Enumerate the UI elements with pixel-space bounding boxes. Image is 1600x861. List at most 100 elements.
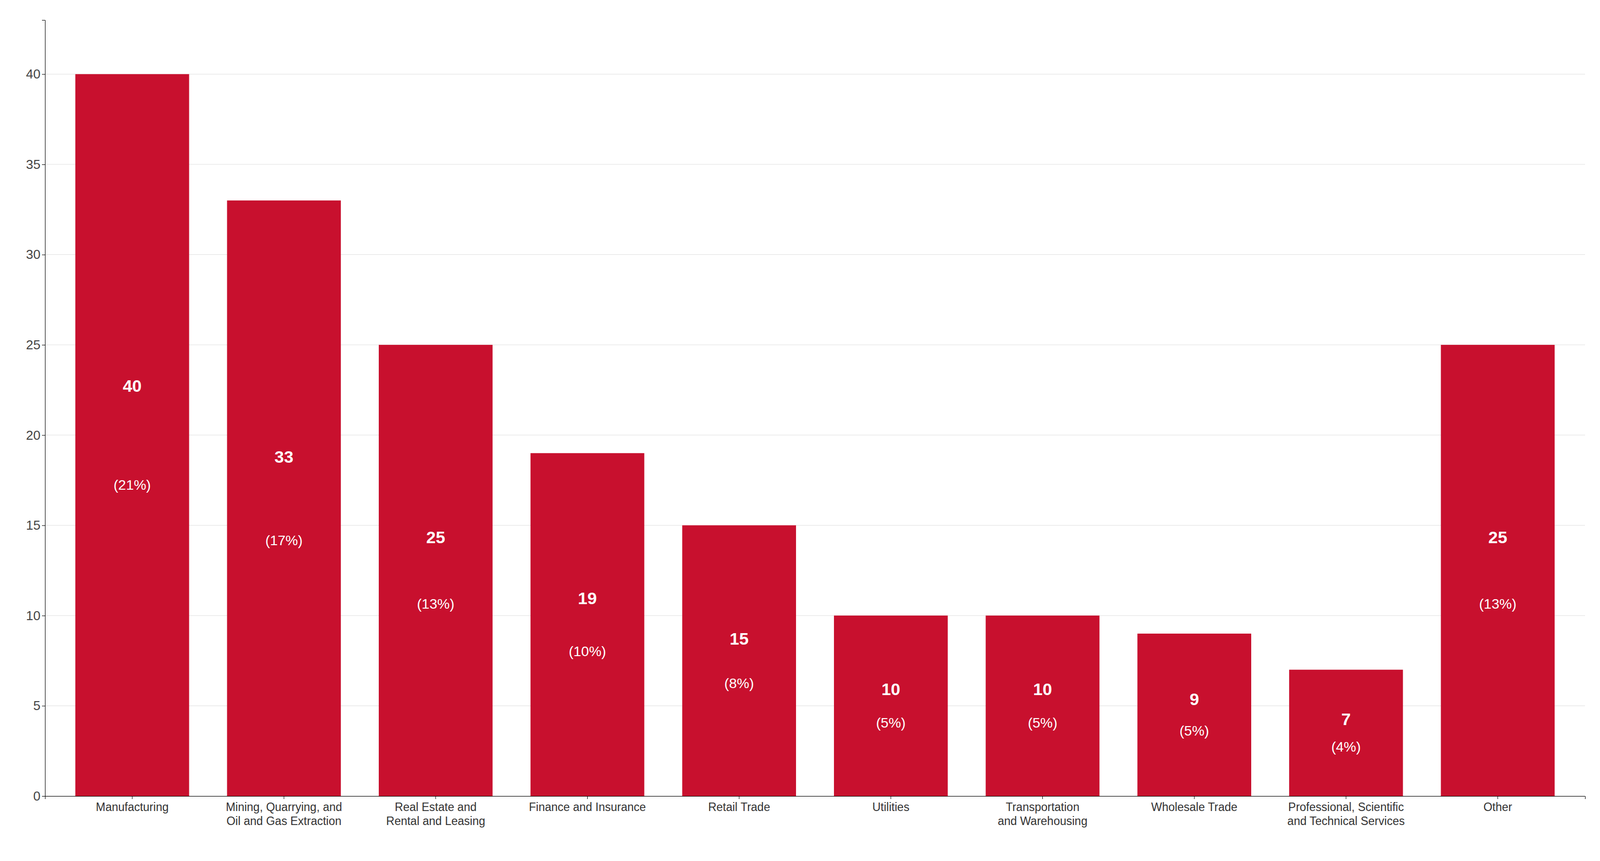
bar xyxy=(1441,344,1556,797)
y-tick-mark xyxy=(41,254,45,256)
percentage-label: (8%) xyxy=(724,675,755,692)
x-tick: Transportationand Warehousing xyxy=(997,796,1088,828)
y-tick: 5 xyxy=(33,698,45,714)
percentage-label: (5%) xyxy=(875,715,906,731)
grid-line xyxy=(44,73,1586,75)
value-label: 7 xyxy=(1341,709,1351,729)
y-tick-label: 25 xyxy=(25,337,41,353)
x-tick-label-line: and Technical Services xyxy=(1287,814,1405,828)
x-tick-label: Other xyxy=(1483,800,1513,814)
x-tick: Utilities xyxy=(872,796,910,814)
x-tick-label-line: Other xyxy=(1483,800,1513,814)
x-tick-label-line: Oil and Gas Extraction xyxy=(226,814,342,828)
y-tick-mark xyxy=(41,344,45,346)
chart: 0 5 10 15 20 25 30 35 40 Manufacturing Mining, Qua… xyxy=(0,0,1600,861)
x-tick-label-line: Real Estate and xyxy=(394,800,477,814)
value-label: 25 xyxy=(426,527,446,547)
x-tick-mark xyxy=(1345,796,1347,800)
x-tick-mark xyxy=(1042,796,1043,800)
x-tick-label: Utilities xyxy=(872,800,910,814)
y-tick: 30 xyxy=(25,246,45,262)
percentage-label: (5%) xyxy=(1027,715,1058,731)
x-tick-label: Transportationand Warehousing xyxy=(997,800,1088,828)
x-tick: Wholesale Trade xyxy=(1151,796,1238,814)
value-label: 10 xyxy=(881,679,901,699)
percentage-label: (21%) xyxy=(113,477,151,493)
x-tick: Other xyxy=(1483,796,1513,814)
x-tick: Mining, Quarrying, andOil and Gas Extrac… xyxy=(225,796,343,828)
y-tick-label: 35 xyxy=(25,156,41,172)
x-tick: Real Estate andRental and Leasing xyxy=(386,796,486,828)
y-tick-label: 0 xyxy=(33,788,41,804)
x-tick-label-line: Manufacturing xyxy=(95,800,169,814)
x-tick-label: Manufacturing xyxy=(95,800,169,814)
x-tick-label-line: Finance and Insurance xyxy=(529,800,647,814)
bar xyxy=(378,344,493,797)
y-tick-mark xyxy=(41,73,45,75)
y-tick-mark xyxy=(41,796,45,797)
x-tick: Manufacturing xyxy=(95,796,169,814)
bars xyxy=(75,73,1556,797)
percentage-label: (13%) xyxy=(417,596,455,612)
y-tick-label: 5 xyxy=(33,698,41,714)
x-tick-mark xyxy=(1497,796,1499,800)
bar xyxy=(226,200,341,797)
x-tick-mark xyxy=(587,796,588,800)
value-label: 9 xyxy=(1189,689,1200,709)
x-tick-mark xyxy=(283,796,285,800)
percentage-label: (10%) xyxy=(568,643,607,660)
value-label: 33 xyxy=(274,447,294,467)
y-tick-label: 30 xyxy=(25,246,41,262)
percentage-label: (13%) xyxy=(1479,596,1517,612)
x-tick-label-line: Rental and Leasing xyxy=(386,814,486,828)
data-labels: 40 (21%) 33 (17%) 25 (13%) 19 (10%) 15 (8%) 10 (5%)… xyxy=(113,376,1517,755)
x-tick-label: Real Estate andRental and Leasing xyxy=(386,800,486,828)
bar xyxy=(75,73,190,797)
x-axis: Manufacturing Mining, Quarrying, andOil a… xyxy=(45,796,1586,828)
bar xyxy=(682,525,797,797)
y-tick-label: 40 xyxy=(25,66,41,82)
x-tick-mark xyxy=(739,796,740,800)
x-tick-label-line: Mining, Quarrying, and xyxy=(225,800,343,814)
x-axis-line xyxy=(45,796,1586,800)
grid xyxy=(44,73,1586,797)
y-tick-label: 15 xyxy=(25,517,41,533)
percentage-label: (5%) xyxy=(1179,723,1210,739)
y-tick: 20 xyxy=(25,427,45,443)
bar xyxy=(985,615,1100,797)
y-axis: 0 5 10 15 20 25 30 35 40 xyxy=(25,20,45,804)
x-tick: Finance and Insurance xyxy=(529,796,647,814)
x-tick-label: Finance and Insurance xyxy=(529,800,647,814)
value-label: 40 xyxy=(122,376,142,396)
y-tick-label: 10 xyxy=(25,608,41,624)
value-label: 25 xyxy=(1488,527,1508,547)
value-label: 15 xyxy=(729,629,749,649)
y-tick: 10 xyxy=(25,608,45,624)
y-tick: 40 xyxy=(25,66,45,82)
x-tick-label-line: Transportation xyxy=(1005,800,1080,814)
y-tick-label: 20 xyxy=(25,427,41,443)
x-tick-label: Mining, Quarrying, andOil and Gas Extrac… xyxy=(225,800,343,828)
x-tick-label-line: Professional, Scientific xyxy=(1288,800,1404,814)
bar xyxy=(530,453,645,797)
x-tick-label-line: Utilities xyxy=(872,800,910,814)
bar xyxy=(833,615,948,797)
y-tick-mark xyxy=(41,705,45,707)
x-tick-label: Professional, Scientificand Technical Se… xyxy=(1287,800,1405,828)
grid-line xyxy=(44,163,1586,165)
x-tick-mark xyxy=(890,796,891,800)
y-tick-mark xyxy=(41,435,45,436)
x-tick: Retail Trade xyxy=(708,796,771,814)
x-tick-mark xyxy=(435,796,436,800)
percentage-label: (17%) xyxy=(265,532,303,549)
x-tick: Professional, Scientificand Technical Se… xyxy=(1287,796,1405,828)
x-tick-mark xyxy=(131,796,133,800)
y-tick-mark xyxy=(41,615,45,617)
x-tick-label-line: Wholesale Trade xyxy=(1151,800,1238,814)
x-tick-mark xyxy=(1194,796,1195,800)
value-label: 19 xyxy=(578,588,598,608)
y-axis-line xyxy=(41,20,46,797)
y-tick: 35 xyxy=(25,156,45,172)
bar xyxy=(1137,633,1252,797)
x-tick-label-line: Retail Trade xyxy=(708,800,771,814)
